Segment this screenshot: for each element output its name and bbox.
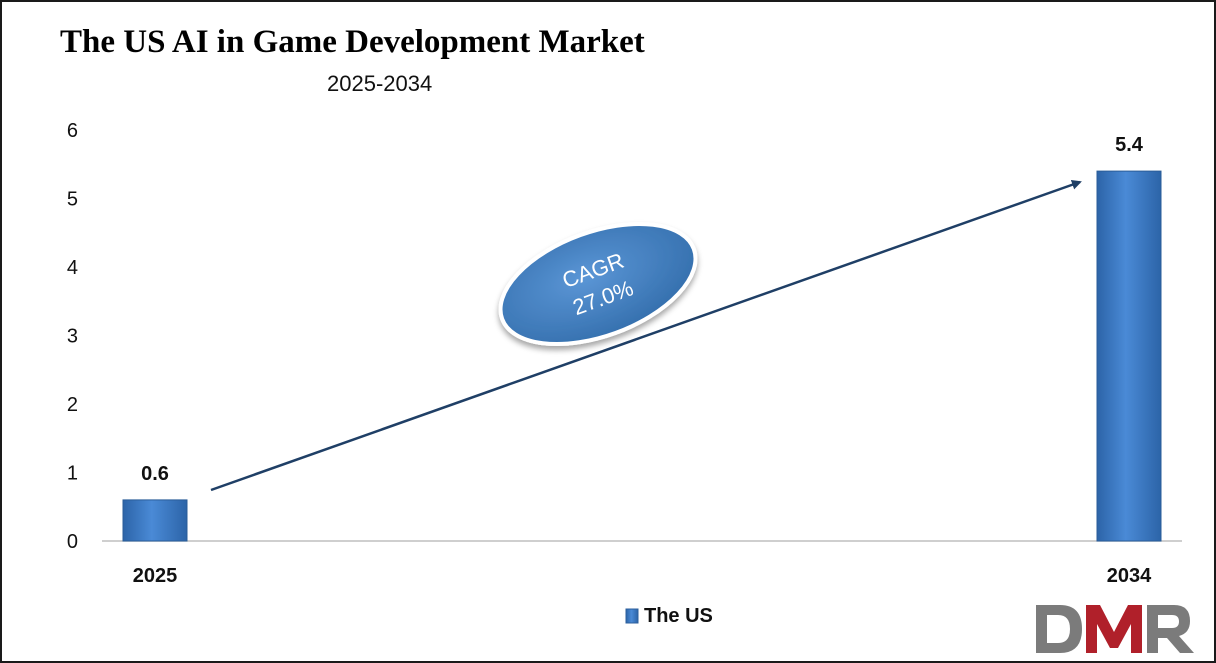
y-tick-label: 4 [67,257,78,279]
legend: The US [625,605,713,627]
dmr-logo [1036,605,1194,653]
cagr-annotation [498,221,698,347]
y-tick-label: 0 [67,531,78,553]
x-axis-labels: 2025 2034 [133,565,1152,587]
growth-arrow [210,179,1082,492]
bar-2034 [1096,170,1162,542]
chart-title: The US AI in Game Development Market [60,24,645,60]
y-tick-label: 5 [67,189,78,211]
y-tick-label: 2 [67,394,78,416]
legend-label: The US [644,605,713,627]
y-tick-label: 1 [67,463,78,485]
x-tick-label: 2025 [133,565,178,587]
legend-swatch [625,608,639,624]
data-labels: 0.6 5.4 [141,134,1144,485]
bar-series [122,170,1162,542]
cagr-oval [498,221,698,347]
data-label: 0.6 [141,463,169,485]
y-tick-label: 6 [67,120,78,142]
x-tick-label: 2034 [1107,565,1152,587]
y-axis: 0 1 2 3 4 5 6 [67,120,78,553]
bar-2025 [122,499,188,542]
data-label: 5.4 [1115,134,1144,156]
chart-subtitle: 2025-2034 [327,71,432,96]
y-tick-label: 3 [67,326,78,348]
